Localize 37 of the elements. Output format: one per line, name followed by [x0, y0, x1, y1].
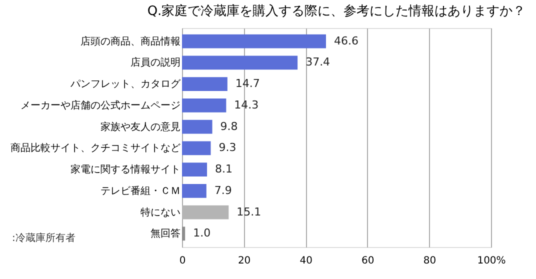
data-label: 14.7: [235, 77, 260, 90]
bar: [182, 120, 212, 134]
data-label: 46.6: [334, 34, 358, 48]
data-label: 7.9: [214, 184, 232, 197]
y-tick-label: メーカーや店舗の公式ホームページ: [20, 99, 180, 112]
y-tick-label: テレビ番組・ＣＭ: [100, 184, 180, 197]
bar: [182, 226, 186, 241]
y-tick-label: 店頭の商品、商品情報: [80, 35, 180, 48]
data-label: 8.1: [215, 162, 233, 176]
y-tick-label: パンフレット、カタログ: [70, 79, 182, 90]
data-label: 1.0: [193, 226, 211, 240]
x-tick-label: 100%: [477, 256, 506, 266]
data-label: 37.4: [306, 56, 330, 69]
bar: [182, 141, 211, 156]
x-tick-label: 20: [238, 256, 251, 266]
data-label: 15.1: [236, 205, 262, 218]
chart-title: Q.家庭で冷蔵庫を購入する際に、参考にした情報はありますか？: [147, 3, 526, 19]
x-tick-label: 80: [423, 256, 436, 266]
y-tick-label: 特にない: [140, 206, 180, 218]
y-tick-label: 無回答: [150, 228, 180, 240]
data-label: 14.3: [234, 98, 259, 112]
x-tick-label: 0: [179, 256, 186, 266]
bar: [182, 184, 206, 198]
y-tick-label: 店員の説明: [130, 56, 180, 69]
y-tick-label: 家電に関する情報サイト: [70, 164, 180, 176]
bar: [182, 98, 226, 112]
bar: [182, 162, 208, 176]
x-tick-label: 60: [362, 256, 374, 266]
data-label: 9.8: [220, 120, 238, 133]
data-label: 9.3: [218, 141, 236, 154]
text: :冷蔵庫所有者: [12, 232, 76, 244]
y-tick-label: 家族や友人の意見: [100, 120, 180, 133]
y-tick-label: 商品比較サイト、クチコミサイトなど: [10, 142, 180, 154]
x-tick-label: 40: [300, 256, 312, 266]
bar: [182, 77, 228, 92]
bar: [182, 56, 298, 70]
bar: [182, 34, 326, 48]
